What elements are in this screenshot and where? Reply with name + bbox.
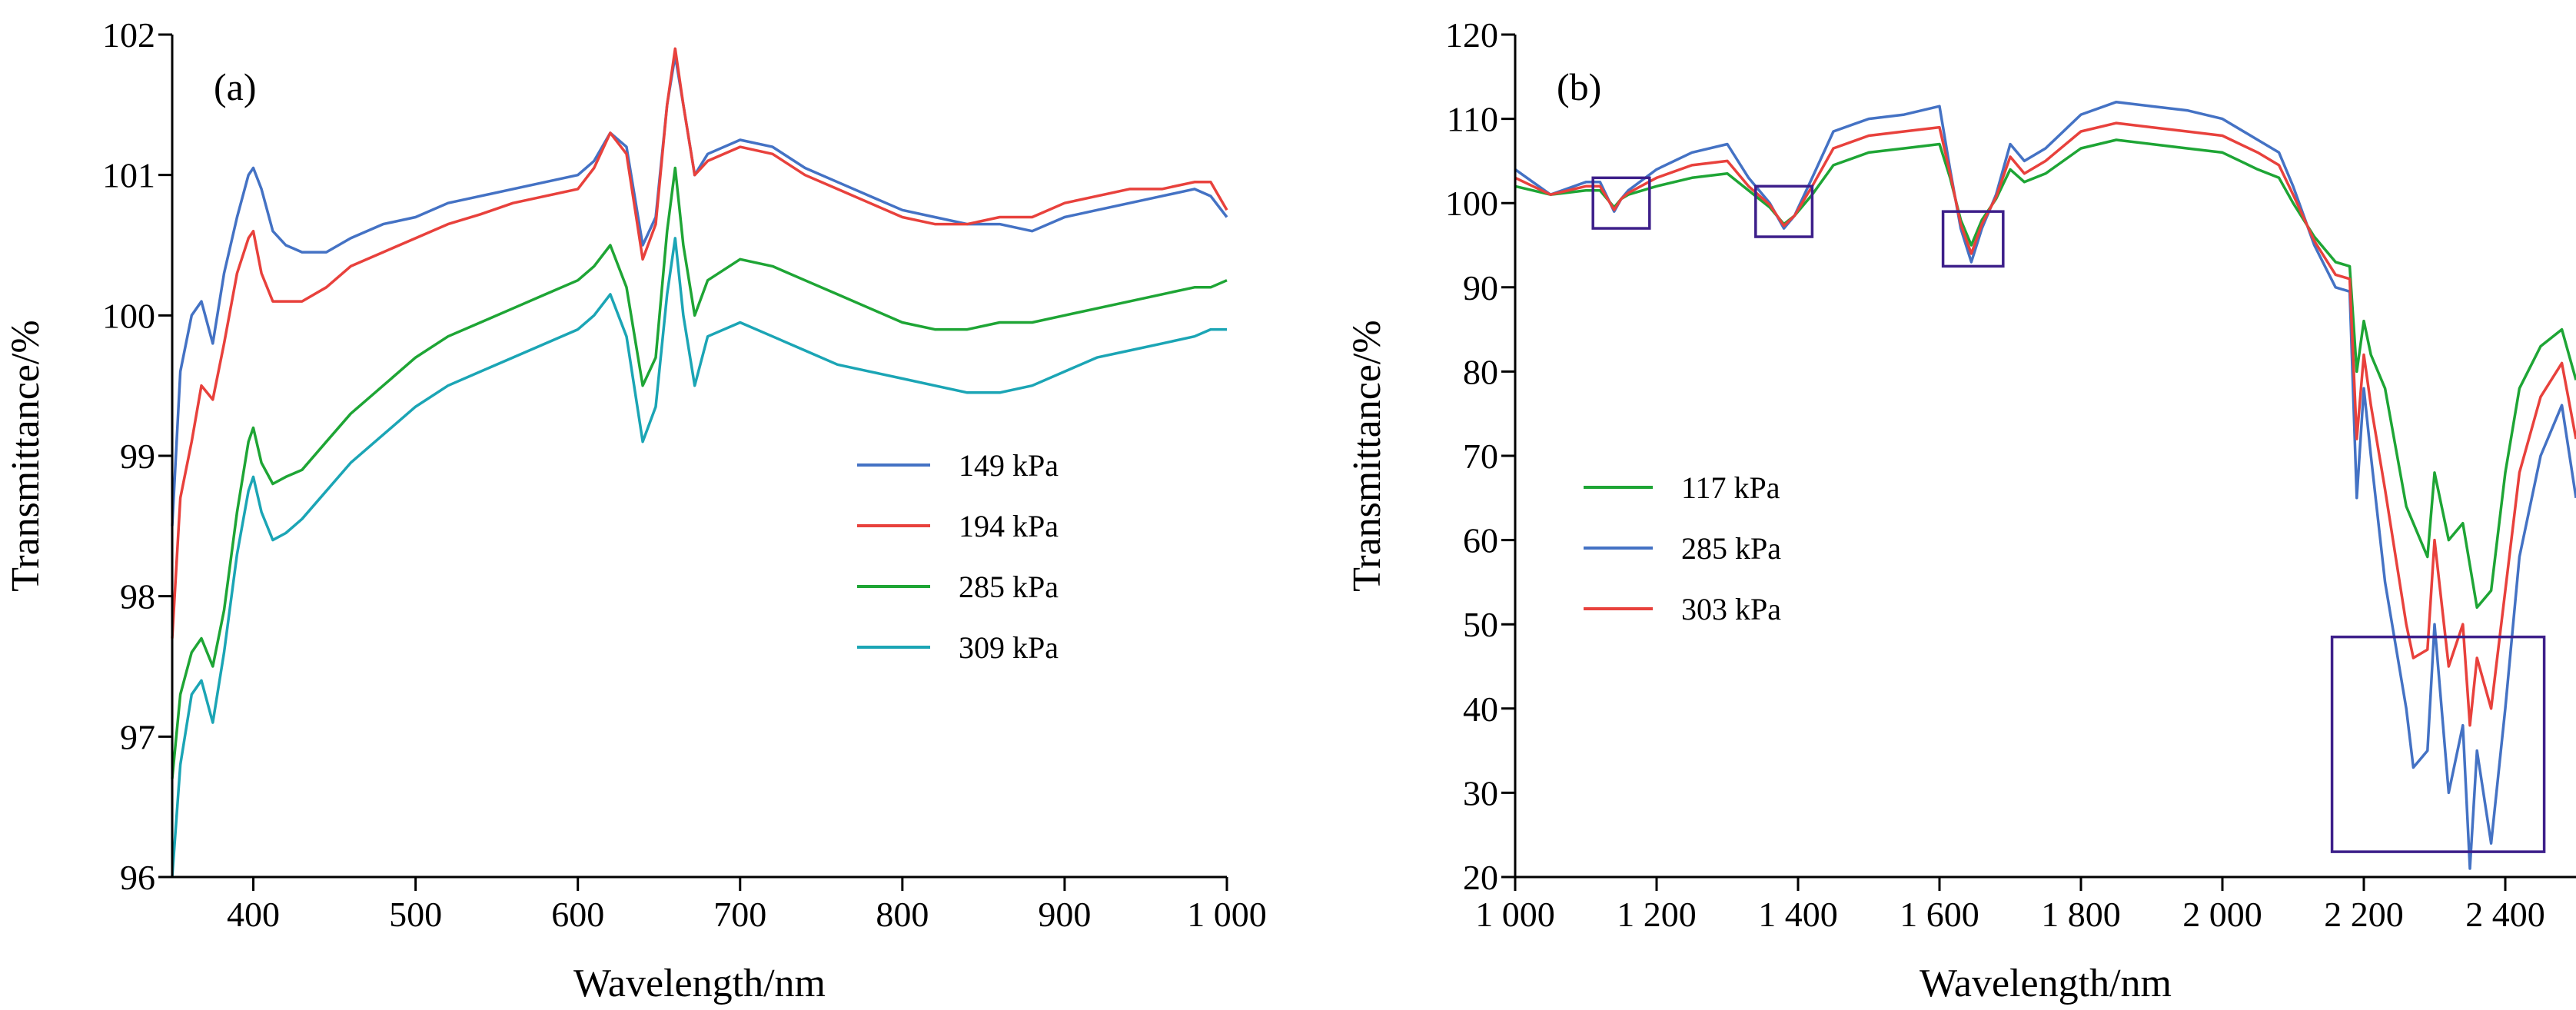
y-tick-label: 60: [1463, 521, 1498, 560]
legend-label: 285 kPa: [959, 570, 1059, 604]
y-tick-label: 110: [1447, 100, 1498, 139]
x-tick-label: 900: [1038, 895, 1091, 934]
series-line-285-kpa: [171, 166, 1228, 779]
x-tick-label: 1 400: [1758, 895, 1838, 934]
series-line-194-kpa: [171, 47, 1228, 639]
y-tick-label: 70: [1463, 437, 1498, 476]
x-tick-label: 1 600: [1900, 895, 1979, 934]
legend: 117 kPa 285 kPa 303 kPa: [1584, 470, 1781, 626]
y-axis-label: Transmittance/%: [4, 320, 48, 591]
highlight-box-3: [1941, 210, 2005, 268]
x-axis-label: Wavelength/nm: [1920, 962, 2172, 1005]
y-tick-label: 99: [120, 437, 155, 476]
series-line-149-kpa: [171, 54, 1228, 527]
x-tick-label: 2 400: [2465, 895, 2545, 934]
legend-label: 117 kPa: [1681, 470, 1780, 505]
series-line-285-kpa: [1514, 100, 2576, 870]
y-tick-label: 102: [102, 15, 155, 55]
highlight-box-4: [2330, 635, 2546, 853]
x-tick-label: 400: [227, 895, 280, 934]
panel-label: (a): [214, 65, 257, 108]
series-group: [1514, 100, 2576, 870]
series-line-303-kpa: [1514, 121, 2576, 727]
series-group: [171, 47, 1228, 878]
y-tick-label: 98: [120, 577, 155, 616]
highlight-box-1: [1591, 176, 1651, 230]
x-axis-label: Wavelength/nm: [573, 962, 826, 1005]
legend-label: 149 kPa: [959, 448, 1059, 483]
chart-panel-b: 20 30 40 50 60 70 80 90 100 110 120 1 000 1 200 1 400…: [1345, 15, 2576, 1005]
x-tick-label: 1 000: [1475, 895, 1555, 934]
x-tick-label: 1 200: [1617, 895, 1697, 934]
legend-label: 285 kPa: [1681, 531, 1781, 566]
y-tick-label: 40: [1463, 689, 1498, 729]
legend: 149 kPa 194 kPa 285 kPa 309 kPa: [857, 448, 1059, 665]
chart-panel-a: 96 97 98 99 100 101 102 400 500 600 700 800 900 1 000…: [4, 15, 1267, 1005]
y-tick-label: 120: [1445, 15, 1498, 55]
y-tick-label: 96: [120, 858, 155, 897]
y-tick-label: 100: [102, 296, 155, 335]
series-line-309-kpa: [171, 237, 1227, 878]
y-tick-label: 100: [1445, 184, 1498, 223]
x-tick-label: 2 000: [2182, 895, 2262, 934]
y-tick-label: 101: [102, 156, 155, 195]
series-line-117-kpa: [1514, 138, 2576, 610]
x-tick-label: 1 000: [1187, 895, 1267, 934]
x-tick-label: 700: [713, 895, 766, 934]
y-tick-label: 90: [1463, 268, 1498, 307]
legend-label: 309 kPa: [959, 630, 1059, 665]
y-tick-label: 50: [1463, 605, 1498, 644]
highlight-box-2: [1754, 184, 1814, 238]
x-tick-label: 2 200: [2324, 895, 2404, 934]
y-tick-label: 30: [1463, 773, 1498, 812]
y-tick-label: 20: [1463, 858, 1498, 897]
y-tick-label: 80: [1463, 352, 1498, 391]
x-tick-label: 800: [876, 895, 929, 934]
y-tick-label: 97: [120, 717, 155, 756]
legend-label: 194 kPa: [959, 509, 1059, 543]
y-axis-label: Transmittance/%: [1345, 320, 1389, 591]
x-tick-label: 600: [551, 895, 604, 934]
panel-label: (b): [1557, 65, 1601, 108]
x-tick-label: 500: [389, 895, 442, 934]
legend-label: 303 kPa: [1681, 592, 1781, 626]
x-tick-label: 1 800: [2041, 895, 2121, 934]
